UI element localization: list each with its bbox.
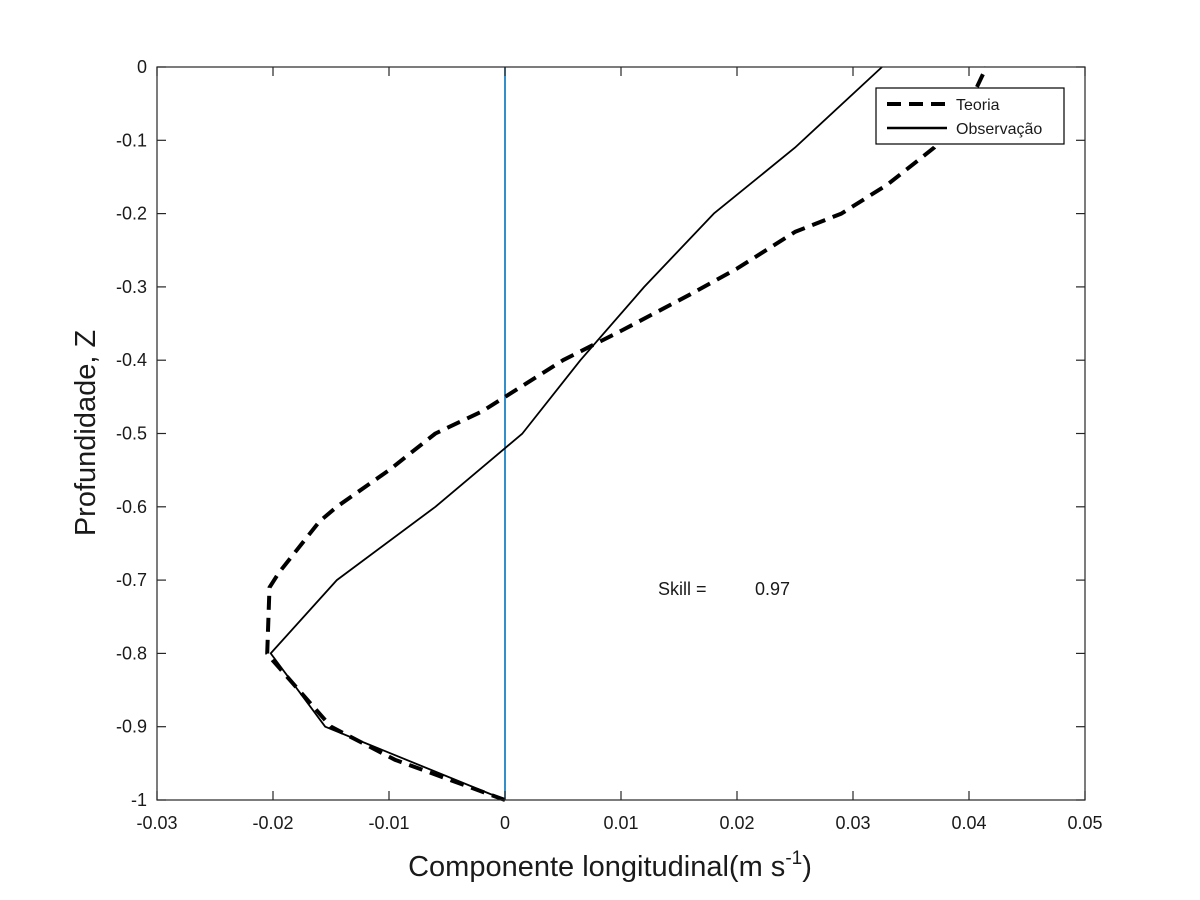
- series-layer: [265, 66, 989, 802]
- x-tick-label: 0.02: [719, 813, 754, 833]
- plot-frame: [156, 66, 1086, 801]
- y-tick-label: -0.2: [116, 204, 147, 224]
- x-tick-label: 0.01: [603, 813, 638, 833]
- y-tick-label: -0.7: [116, 570, 147, 590]
- y-tick-label: -1: [131, 790, 147, 810]
- x-tick-label: -0.03: [136, 813, 177, 833]
- y-tick-label: -0.9: [116, 717, 147, 737]
- y-tick-label: -0.1: [116, 130, 147, 150]
- x-tick-label: -0.02: [252, 813, 293, 833]
- y-tick-label: -0.4: [116, 350, 147, 370]
- series-line-teoria: [265, 66, 989, 802]
- x-tick-label: -0.01: [368, 813, 409, 833]
- x-axis-label: Componente longitudinal(m s-1): [408, 848, 812, 883]
- y-tick-label: -0.3: [116, 277, 147, 297]
- x-axis-label-main: Componente longitudinal(m s: [408, 851, 785, 883]
- y-tick-label: -0.8: [116, 643, 147, 663]
- legend-label-teoria: Teoria: [956, 97, 1000, 114]
- skill-label: Skill =: [658, 579, 707, 599]
- y-axis-label: Profundidade, Z: [70, 330, 102, 536]
- x-tick-label: 0.03: [835, 813, 870, 833]
- x-axis-label-superscript: -1: [785, 848, 802, 869]
- legend-label-observacao: Observação: [956, 121, 1042, 138]
- x-tick-label: 0.04: [951, 813, 986, 833]
- legend-box: [875, 87, 1065, 145]
- y-tick-label: -0.5: [116, 424, 147, 444]
- axes-layer: -0.03 -0.02 -0.01 0 0.01 0.02 0.03 0.04 0.05 0 -0.…: [116, 57, 1103, 833]
- x-tick-label: 0: [500, 813, 510, 833]
- series-line-observacao: [269, 66, 883, 801]
- y-tick-label: 0: [137, 57, 147, 77]
- y-tick-label: -0.6: [116, 497, 147, 517]
- skill-value: 0.97: [755, 579, 790, 599]
- x-axis-label-close: ): [802, 851, 812, 883]
- x-tick-label: 0.05: [1067, 813, 1102, 833]
- legend: Teoria Observação: [875, 87, 1065, 145]
